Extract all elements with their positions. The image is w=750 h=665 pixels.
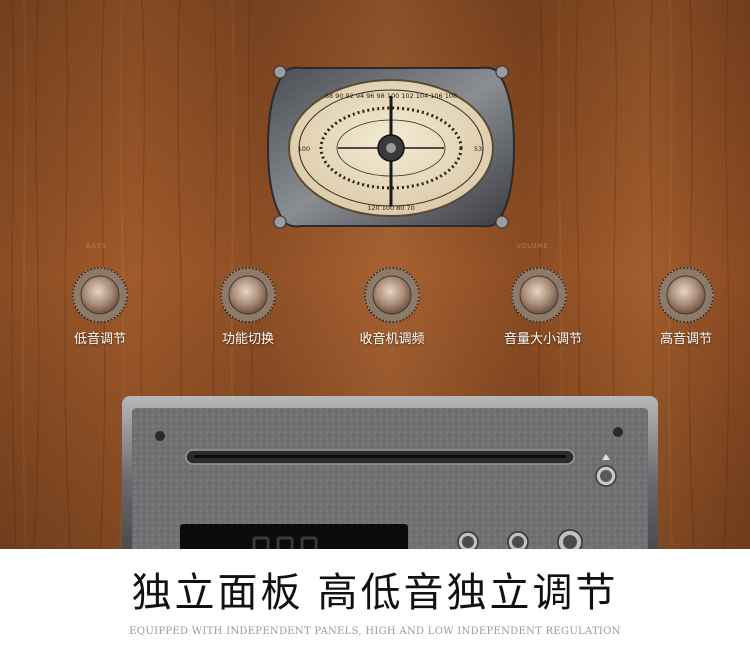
radio-dial: 88 90 92 94 96 98 100 102 104 106 108 12… <box>262 58 520 236</box>
treble-knob[interactable] <box>657 266 715 324</box>
dial-scale-bottom: 120 100 80 70 <box>367 204 415 212</box>
dial-scale-left: 100 <box>298 145 310 153</box>
tuning-knob[interactable] <box>363 266 421 324</box>
volume-knob[interactable] <box>510 266 568 324</box>
knob-marker-bass: BASS <box>86 242 107 250</box>
led-display <box>180 524 408 549</box>
panel-buttons <box>457 529 583 549</box>
function-knob[interactable] <box>219 266 277 324</box>
screw-icon <box>613 427 623 437</box>
knob-marker-volume: VOLUME <box>516 242 549 250</box>
headline-part-2: 高低音独立调节 <box>317 570 619 616</box>
knob-label-bass: 低音调节 <box>73 332 126 347</box>
screw-icon <box>273 65 509 229</box>
knob-label-function: 功能切换 <box>221 332 274 347</box>
dial-scale-right: 53 <box>474 145 482 153</box>
product-photo: 88 90 92 94 96 98 100 102 104 106 108 12… <box>0 0 750 549</box>
headline: 独立面板 高低音独立调节 <box>0 569 750 617</box>
knob-label-volume: 音量大小调节 <box>503 332 582 347</box>
headline-part-1: 独立面板 <box>131 570 304 616</box>
knob-label-radio: 收音机调频 <box>359 332 425 347</box>
knob-label-treble: 高音调节 <box>659 332 712 347</box>
bass-knob[interactable] <box>71 266 129 324</box>
screw-icon <box>155 431 165 441</box>
control-panel <box>122 396 658 549</box>
eject-icon <box>602 454 610 460</box>
subtitle: EQUIPPED WITH INDEPENDENT PANELS, HIGH A… <box>129 626 621 637</box>
